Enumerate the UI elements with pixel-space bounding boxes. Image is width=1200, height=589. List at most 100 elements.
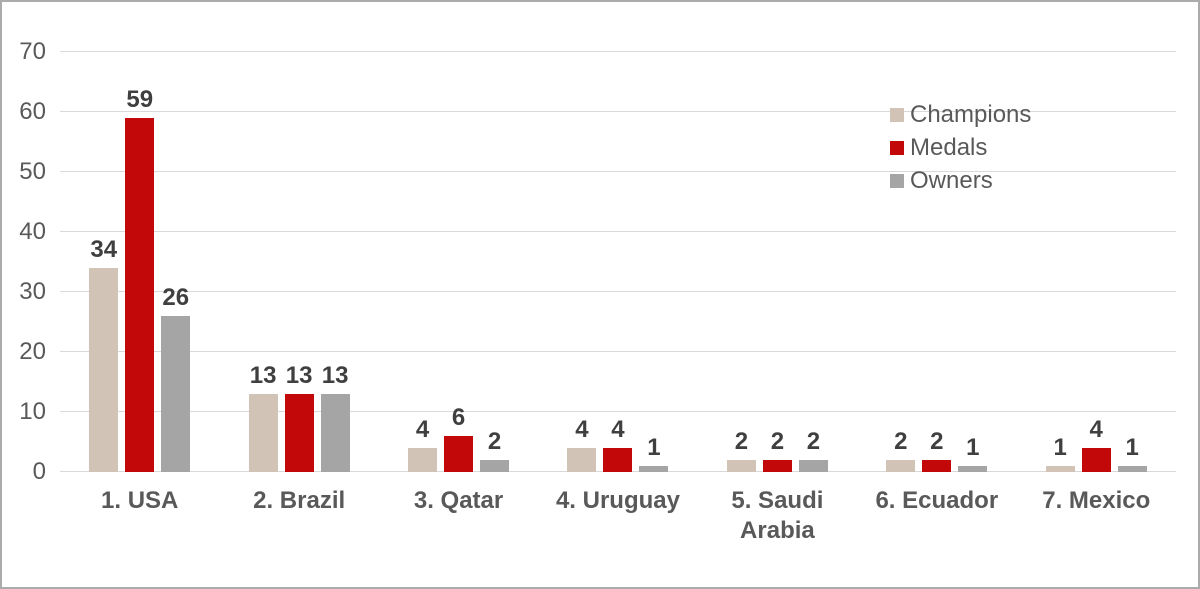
- bar-champions: [89, 268, 119, 472]
- bar-medals: [284, 394, 314, 472]
- bar-owners: [958, 466, 988, 472]
- bar-value-label: 13: [321, 362, 349, 389]
- bar-medals: [922, 460, 952, 472]
- bar-value-label: 2: [930, 428, 944, 455]
- bar-medals: [1081, 448, 1111, 472]
- bar-champions: [886, 460, 916, 472]
- bar-column: 1: [639, 52, 669, 472]
- bar-value-label: 1: [966, 434, 980, 461]
- gridline: [60, 111, 1176, 112]
- bar-medals: [762, 460, 792, 472]
- bar-owners: [639, 466, 669, 472]
- bar-column: 2: [480, 52, 510, 472]
- bar-medals: [125, 118, 155, 472]
- x-axis: 1. USA 2. Brazil 3. Qatar 4. Uruguay 5. Saud…: [60, 486, 1176, 546]
- y-axis-tick-label: 70: [19, 38, 46, 65]
- y-axis-tick-label: 60: [19, 98, 46, 125]
- legend-label: Medals: [910, 133, 988, 161]
- bar-column: 34: [89, 52, 119, 472]
- bar-value-label: 6: [451, 404, 466, 431]
- bar-column: 1: [1117, 52, 1147, 472]
- bar-value-label: 13: [285, 362, 313, 389]
- bar-champions: [1045, 466, 1075, 472]
- bar-column: 4: [567, 52, 597, 472]
- bar-value-label: 4: [575, 416, 589, 443]
- bar-column: 4: [603, 52, 633, 472]
- legend: Champions Medals Owners: [890, 98, 1031, 197]
- bar-owners: [798, 460, 828, 472]
- y-axis-tick-label: 10: [19, 398, 46, 425]
- bar-value-label: 59: [126, 86, 154, 113]
- y-axis-tick-label: 30: [19, 278, 46, 305]
- bar-groups: 34 59 26 13 13 13 4 6 2 4 4 1 2 2 2 2 2 1 1 4 1: [60, 52, 1176, 472]
- bar-value-label: 2: [734, 428, 749, 455]
- plot-area: 34 59 26 13 13 13 4 6 2 4 4 1 2 2 2 2 2 1 1 4 1: [60, 51, 1176, 472]
- bar-medals: [603, 448, 633, 472]
- bar-value-label: 4: [415, 416, 430, 443]
- bar-column: 6: [444, 52, 474, 472]
- gridline: [60, 171, 1176, 172]
- gridline: [60, 411, 1176, 412]
- bar-owners: [1117, 466, 1147, 472]
- category-label: 7. Mexico: [1042, 487, 1151, 514]
- bar-column: 2: [922, 52, 952, 472]
- category-label: 6. Ecuador: [875, 487, 999, 514]
- gridline: [60, 291, 1176, 292]
- category-label: 5. Saudi Arabia: [731, 487, 824, 544]
- bar-column: 2: [726, 52, 756, 472]
- bar-value-label: 1: [1125, 434, 1139, 461]
- y-axis-tick-label: 40: [19, 218, 46, 245]
- bar-column: 13: [284, 52, 314, 472]
- bar-group: 34 59 26: [60, 52, 219, 472]
- category-label: 1. USA: [101, 487, 179, 514]
- bar-column: 13: [248, 52, 278, 472]
- bar-owners: [480, 460, 510, 472]
- bar-column: 2: [798, 52, 828, 472]
- bar-value-label: 2: [770, 428, 785, 455]
- bar-column: 1: [958, 52, 988, 472]
- bar-value-label: 1: [647, 434, 661, 461]
- legend-item: Champions: [890, 98, 1031, 131]
- bar-owners: [320, 394, 350, 472]
- bar-column: 59: [125, 52, 155, 472]
- bar-medals: [444, 436, 474, 472]
- bar-column: 4: [1081, 52, 1111, 472]
- bar-value-label: 4: [611, 416, 625, 443]
- bar-column: 13: [320, 52, 350, 472]
- bar-champions: [408, 448, 438, 472]
- bar-champions: [248, 394, 278, 472]
- y-axis-tick-label: 50: [19, 158, 46, 185]
- bar-column: 2: [762, 52, 792, 472]
- gridline: [60, 351, 1176, 352]
- y-axis-tick-label: 0: [32, 458, 46, 485]
- bar-value-label: 2: [806, 428, 821, 455]
- bar-champions: [567, 448, 597, 472]
- bar-value-label: 34: [90, 236, 118, 263]
- bar-column: 4: [408, 52, 438, 472]
- bar-column: 1: [1045, 52, 1075, 472]
- bar-column: 2: [886, 52, 916, 472]
- bar-owners: [161, 316, 191, 472]
- legend-label: Champions: [910, 100, 1032, 128]
- bar-value-label: 26: [162, 284, 190, 311]
- bar-column: 26: [161, 52, 191, 472]
- bar-value-label: 2: [894, 428, 908, 455]
- bar-value-label: 13: [249, 362, 277, 389]
- legend-swatch-icon: [890, 140, 904, 155]
- bar-value-label: 2: [487, 428, 502, 455]
- bar-value-label: 1: [1053, 434, 1067, 461]
- category-label: 4. Uruguay: [555, 487, 680, 514]
- legend-swatch-icon: [890, 173, 904, 188]
- category-label: 3. Qatar: [413, 487, 504, 514]
- gridline: [60, 231, 1176, 232]
- bar-champions: [726, 460, 756, 472]
- gridline: [60, 51, 1176, 52]
- category-label: 2. Brazil: [253, 487, 346, 514]
- legend-item: Medals: [890, 131, 1031, 164]
